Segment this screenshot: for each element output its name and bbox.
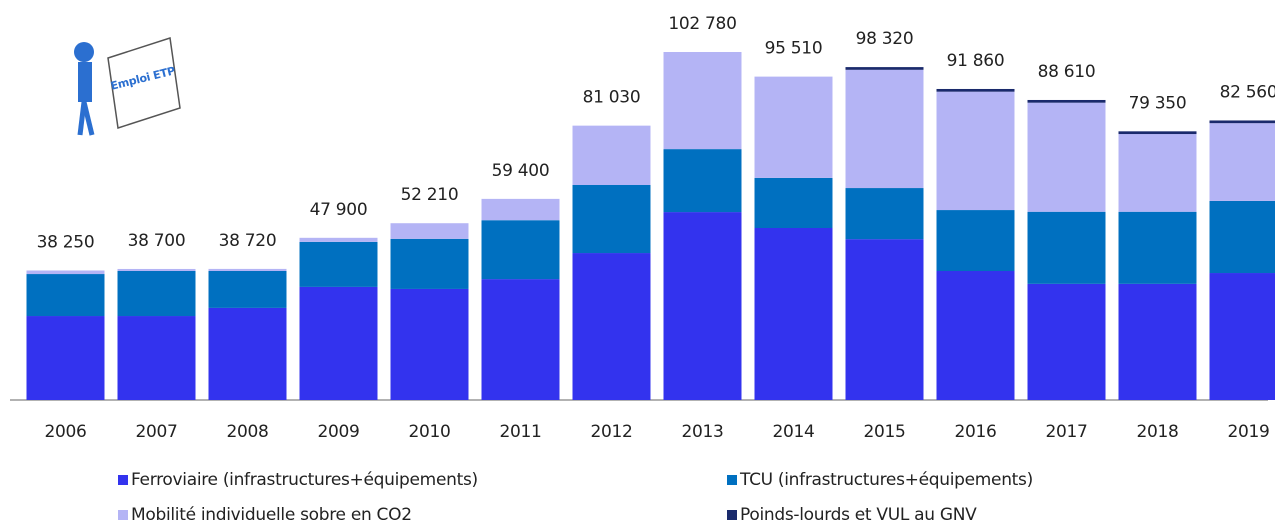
bar-segment [1210,201,1275,273]
bar-segment [755,228,833,400]
bar-segment [755,178,833,228]
x-tick-label: 2008 [226,422,268,442]
bar-segment [937,210,1015,271]
bar-segment [846,188,924,239]
x-tick-label: 2010 [408,422,450,442]
bar-segment [1028,284,1106,400]
total-label: 88 610 [1038,62,1096,82]
bar-segment [300,287,378,400]
bar-segment [846,239,924,400]
total-label: 81 030 [583,88,641,108]
bar-segment [482,279,560,400]
x-tick-label: 2009 [317,422,359,442]
legend-label: Ferroviaire (infrastructures+équipements… [131,470,478,490]
x-tick-label: 2019 [1227,422,1269,442]
bar-segment [846,67,924,70]
total-label: 52 210 [401,185,459,205]
x-tick-label: 2011 [499,422,541,442]
legend-label: Poinds-lourds et VUL au GNV [740,505,977,525]
bar-segment [755,77,833,178]
total-label: 38 700 [128,231,186,251]
bar-segment [573,126,651,185]
x-tick-label: 2018 [1136,422,1178,442]
legend-swatch [118,475,128,485]
badge-icon: Emploi ETP [74,38,180,135]
bar-segment [209,308,287,400]
bar-segment [118,269,196,271]
legend-label: Mobilité individuelle sobre en CO2 [131,505,412,525]
x-tick-label: 2017 [1045,422,1087,442]
bar-segment [391,223,469,239]
bar-segment [482,220,560,279]
total-label: 38 720 [219,231,277,251]
bar-segment [573,253,651,400]
bar-segment [27,316,105,400]
bar-segment [209,271,287,308]
chart: Emploi ETP 38 250 2006 38 700 2007 38 720 200… [0,0,1275,527]
bar-segment [1210,120,1275,123]
x-tick-label: 2007 [135,422,177,442]
bar-segment [937,271,1015,400]
bar-segment [482,199,560,220]
x-tick-label: 2015 [863,422,905,442]
bar-segment [937,92,1015,210]
bar-segment [1210,273,1275,400]
legend-swatch [118,510,128,520]
x-tick-label: 2014 [772,422,814,442]
legend-label: TCU (infrastructures+équipements) [739,470,1033,490]
bar-segment [27,274,105,316]
total-label: 59 400 [492,161,550,181]
bar-segment [118,316,196,400]
bar-segment [1028,103,1106,212]
bar-segment [391,289,469,400]
bar-segment [1028,100,1106,103]
bar-segment [300,242,378,287]
bar-segment [300,238,378,242]
bar-segment [1119,134,1197,212]
total-label: 102 780 [668,14,736,34]
bar-segment [573,185,651,253]
bar-segment [27,270,105,274]
bar-segment [1028,212,1106,284]
total-label: 95 510 [765,39,823,59]
x-tick-label: 2006 [44,422,86,442]
bar-segment [1119,131,1197,134]
total-label: 47 900 [310,200,368,220]
bar-segment [664,149,742,212]
bar-segment [1210,123,1275,201]
legend-swatch [727,475,737,485]
bar-segment [1119,212,1197,284]
total-label: 82 560 [1220,82,1275,102]
total-label: 91 860 [947,51,1005,71]
bar-segment [664,52,742,149]
legend-swatch [727,510,737,520]
x-tick-label: 2012 [590,422,632,442]
x-tick-label: 2013 [681,422,723,442]
bar-segment [664,212,742,400]
bar-segment [1119,284,1197,400]
bar-segment [209,269,287,271]
x-tick-label: 2016 [954,422,996,442]
total-label: 79 350 [1129,93,1187,113]
total-label: 38 250 [37,232,95,252]
bar-segment [118,271,196,316]
bar-segment [937,89,1015,92]
bar-segment [846,70,924,188]
bar-segment [391,239,469,289]
total-label: 98 320 [856,29,914,49]
